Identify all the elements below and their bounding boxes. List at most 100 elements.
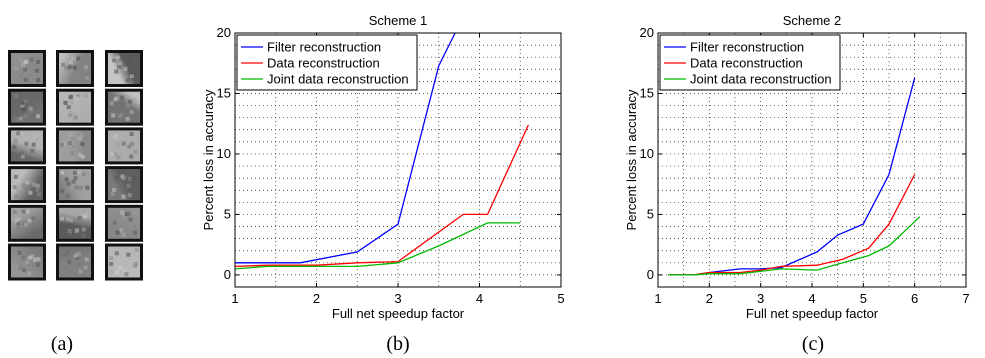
- filter-texture: [32, 257, 37, 262]
- filter-thumbnails-panel: [8, 50, 143, 281]
- filter-texture: [80, 154, 85, 159]
- filter-texture: [30, 148, 35, 153]
- filter-texture: [122, 175, 127, 180]
- filter-texture: [125, 78, 130, 83]
- filter-texture: [73, 253, 78, 258]
- filter-thumbnail: [108, 91, 140, 123]
- filter-texture: [81, 227, 86, 232]
- panel-label-b: (b): [386, 333, 409, 355]
- filter-texture: [133, 211, 138, 215]
- filter-texture: [61, 250, 66, 255]
- filter-texture: [18, 265, 22, 270]
- filter-texture: [78, 187, 83, 192]
- filter-texture: [119, 109, 124, 114]
- filter-texture: [78, 136, 82, 141]
- filter-texture: [130, 74, 134, 78]
- filter-texture: [109, 256, 114, 260]
- filter-texture: [127, 176, 132, 181]
- y-tick-label: 20: [640, 25, 654, 40]
- x-tick-label: 2: [706, 291, 713, 306]
- filter-texture: [72, 56, 77, 61]
- filter-texture: [20, 154, 25, 159]
- filter-texture: [134, 247, 139, 252]
- filter-texture: [125, 103, 130, 108]
- filter-texture: [112, 187, 116, 192]
- filter-texture: [129, 110, 134, 114]
- y-axis-label: Percent loss in accuracy: [201, 89, 216, 230]
- filter-texture: [77, 261, 82, 266]
- filter-texture: [67, 259, 72, 264]
- filter-texture: [14, 66, 18, 71]
- filter-texture: [14, 117, 19, 122]
- legend-label: Joint data reconstruction: [267, 72, 409, 87]
- filter-texture: [83, 265, 88, 270]
- filter-texture: [23, 77, 28, 82]
- filter-texture: [74, 229, 79, 234]
- x-tick-label: 2: [313, 291, 320, 306]
- filter-texture: [81, 172, 86, 177]
- filter-texture: [80, 142, 85, 147]
- filter-texture: [64, 66, 69, 71]
- filter-texture: [68, 221, 73, 226]
- filter-texture: [24, 187, 29, 192]
- filter-texture: [21, 62, 26, 67]
- filter-texture: [68, 231, 73, 236]
- filter-texture: [68, 132, 73, 137]
- filter-texture: [112, 58, 117, 63]
- filter-texture: [72, 65, 77, 70]
- filter-texture: [114, 251, 119, 256]
- filter-texture: [27, 271, 32, 276]
- filter-texture: [31, 96, 36, 100]
- filter-texture: [69, 60, 73, 65]
- filter-texture: [126, 252, 131, 257]
- filter-texture: [113, 134, 118, 139]
- filter-texture: [128, 99, 132, 104]
- filter-texture: [34, 68, 39, 73]
- filter-texture: [22, 268, 27, 273]
- filter-texture: [29, 179, 33, 184]
- filter-texture: [34, 137, 39, 142]
- filter-texture: [30, 254, 35, 259]
- x-tick-label: 7: [962, 291, 969, 306]
- filter-thumbnail: [59, 207, 91, 239]
- filter-texture: [19, 73, 24, 78]
- filter-texture: [125, 116, 130, 121]
- filter-texture: [18, 116, 23, 121]
- filter-texture: [16, 225, 21, 230]
- series-line-joint-data-reconstruction: [668, 216, 921, 276]
- filter-texture: [36, 257, 41, 262]
- legend-label: Data reconstruction: [267, 56, 380, 71]
- filter-texture: [74, 185, 79, 190]
- x-tick-label: 4: [808, 291, 815, 306]
- filter-texture: [77, 252, 81, 257]
- y-tick-label: 0: [647, 267, 654, 282]
- filter-texture: [121, 194, 126, 199]
- filter-texture: [28, 106, 33, 111]
- filter-texture: [115, 214, 119, 219]
- filter-texture: [21, 255, 26, 260]
- legend-label: Filter reconstruction: [690, 40, 804, 55]
- filter-texture: [85, 75, 89, 80]
- filter-texture: [114, 69, 119, 74]
- filter-texture: [115, 270, 120, 275]
- filter-texture: [129, 253, 133, 258]
- filter-texture: [20, 101, 25, 106]
- legend-label: Data reconstruction: [690, 56, 803, 71]
- filter-texture: [109, 152, 114, 157]
- filter-texture: [126, 183, 131, 188]
- filter-texture: [27, 255, 32, 260]
- filter-texture: [71, 145, 76, 150]
- filter-texture: [85, 185, 90, 190]
- filter-texture: [33, 135, 38, 139]
- filter-texture: [85, 211, 90, 216]
- filter-texture: [24, 141, 29, 146]
- filter-texture: [133, 230, 137, 235]
- filter-texture: [64, 251, 69, 256]
- filter-texture: [127, 144, 132, 149]
- filter-texture: [115, 142, 120, 147]
- filter-texture: [12, 144, 17, 149]
- filter-texture: [110, 192, 115, 197]
- filter-texture: [114, 178, 119, 183]
- x-tick-label: 4: [476, 291, 483, 306]
- filter-texture: [111, 139, 116, 144]
